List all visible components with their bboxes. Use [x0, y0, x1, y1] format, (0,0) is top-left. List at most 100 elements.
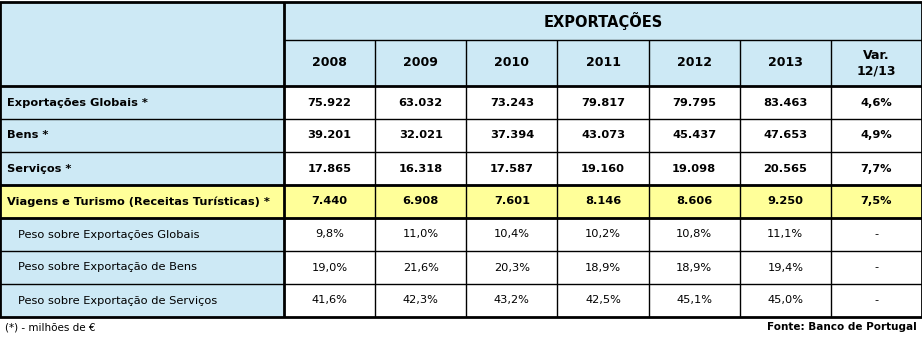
Text: 32.021: 32.021	[399, 131, 443, 141]
Text: 42,5%: 42,5%	[585, 296, 621, 305]
Text: -: -	[874, 262, 879, 273]
Bar	[648, 40, 739, 86]
Bar	[284, 40, 375, 86]
Text: 79.817: 79.817	[581, 97, 625, 107]
Text: 45.437: 45.437	[672, 131, 716, 141]
Bar	[558, 185, 648, 218]
Text: Peso sobre Exportação de Serviços: Peso sobre Exportação de Serviços	[18, 296, 218, 305]
Text: 18,9%: 18,9%	[676, 262, 712, 273]
Bar	[648, 185, 739, 218]
Bar	[375, 218, 467, 251]
Bar	[0, 2, 284, 317]
Bar	[467, 251, 558, 284]
Text: 11,1%: 11,1%	[767, 230, 803, 239]
Text: Bens *: Bens *	[7, 131, 48, 141]
Text: 63.032: 63.032	[398, 97, 443, 107]
Bar	[467, 86, 558, 119]
Bar	[375, 40, 467, 86]
Text: 73.243: 73.243	[490, 97, 534, 107]
Text: 43.073: 43.073	[581, 131, 625, 141]
Text: 19.098: 19.098	[672, 163, 716, 173]
Bar	[739, 40, 831, 86]
Bar	[0, 86, 284, 119]
Text: 18,9%: 18,9%	[585, 262, 621, 273]
Bar	[467, 185, 558, 218]
Text: 6.908: 6.908	[403, 196, 439, 207]
Bar	[648, 218, 739, 251]
Bar	[284, 185, 375, 218]
Text: 79.795: 79.795	[672, 97, 716, 107]
Text: 19.160: 19.160	[581, 163, 625, 173]
Bar	[558, 152, 648, 185]
Bar	[558, 40, 648, 86]
Text: EXPORTAÇÕES: EXPORTAÇÕES	[543, 12, 663, 30]
Text: 7.440: 7.440	[312, 196, 348, 207]
Text: 39.201: 39.201	[308, 131, 351, 141]
Text: -: -	[874, 296, 879, 305]
Text: Viagens e Turismo (Receitas Turísticas) *: Viagens e Turismo (Receitas Turísticas) …	[7, 196, 270, 207]
Text: 7,5%: 7,5%	[860, 196, 892, 207]
Bar	[558, 218, 648, 251]
Bar	[739, 185, 831, 218]
Text: 2011: 2011	[585, 57, 621, 69]
Bar	[739, 251, 831, 284]
Bar	[558, 86, 648, 119]
Text: 83.463: 83.463	[763, 97, 808, 107]
Bar	[739, 284, 831, 317]
Text: Serviços *: Serviços *	[7, 163, 71, 173]
Text: 2012: 2012	[677, 57, 712, 69]
Text: 4,6%: 4,6%	[860, 97, 892, 107]
Text: 9.250: 9.250	[767, 196, 803, 207]
Text: -: -	[874, 230, 879, 239]
Text: 2013: 2013	[768, 57, 803, 69]
Bar	[648, 251, 739, 284]
Text: 21,6%: 21,6%	[403, 262, 439, 273]
Bar	[467, 40, 558, 86]
Bar	[0, 251, 284, 284]
Text: Peso sobre Exportação de Bens: Peso sobre Exportação de Bens	[18, 262, 197, 273]
Text: 11,0%: 11,0%	[403, 230, 439, 239]
Text: 75.922: 75.922	[308, 97, 351, 107]
Text: 9,8%: 9,8%	[315, 230, 344, 239]
Bar	[831, 284, 922, 317]
Bar	[0, 218, 284, 251]
Bar	[467, 218, 558, 251]
Text: Exportações Globais *: Exportações Globais *	[7, 97, 148, 107]
Text: Fonte: Banco de Portugal: Fonte: Banco de Portugal	[767, 322, 917, 332]
Bar	[558, 251, 648, 284]
Text: 45,1%: 45,1%	[676, 296, 712, 305]
Text: 7.601: 7.601	[494, 196, 530, 207]
Text: 2009: 2009	[403, 57, 438, 69]
Bar	[375, 152, 467, 185]
Text: 8.606: 8.606	[676, 196, 713, 207]
Text: 45,0%: 45,0%	[767, 296, 803, 305]
Text: 19,4%: 19,4%	[767, 262, 803, 273]
Text: (*) - milhões de €: (*) - milhões de €	[5, 322, 96, 332]
Text: 10,2%: 10,2%	[585, 230, 621, 239]
Bar	[739, 152, 831, 185]
Text: 20.565: 20.565	[763, 163, 808, 173]
Text: 4,9%: 4,9%	[860, 131, 892, 141]
Bar	[284, 251, 375, 284]
Text: 8.146: 8.146	[585, 196, 621, 207]
Bar	[831, 40, 922, 86]
Bar	[375, 119, 467, 152]
Bar	[284, 218, 375, 251]
Bar	[284, 2, 922, 40]
Bar	[558, 284, 648, 317]
Bar	[284, 119, 375, 152]
Bar	[467, 152, 558, 185]
Bar	[831, 185, 922, 218]
Bar	[375, 251, 467, 284]
Bar	[648, 86, 739, 119]
Text: 2008: 2008	[313, 57, 347, 69]
Text: 42,3%: 42,3%	[403, 296, 439, 305]
Bar	[0, 185, 284, 218]
Bar	[375, 284, 467, 317]
Bar	[467, 284, 558, 317]
Bar	[648, 284, 739, 317]
Bar	[831, 119, 922, 152]
Text: 19,0%: 19,0%	[312, 262, 348, 273]
Bar	[284, 284, 375, 317]
Text: 41,6%: 41,6%	[312, 296, 348, 305]
